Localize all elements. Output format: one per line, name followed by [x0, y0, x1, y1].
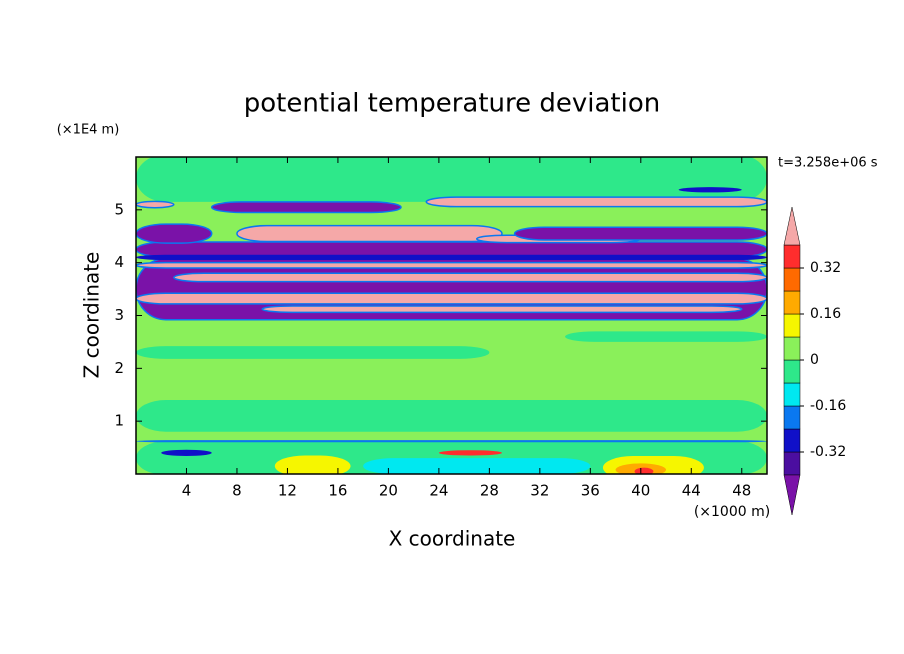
colorbar-box — [783, 382, 801, 407]
contour-region — [513, 226, 767, 241]
x-tick-label: 32 — [530, 482, 549, 500]
contour-region — [136, 223, 213, 244]
x-unit: (×1000 m) — [694, 504, 770, 520]
colorbar-tick-label: 0.32 — [810, 260, 841, 276]
contour-region — [261, 305, 743, 314]
colorbar-box — [783, 428, 801, 453]
y-tick-label: 5 — [114, 200, 124, 218]
contour-field — [136, 157, 767, 474]
x-tick-label: 4 — [182, 482, 192, 500]
contour-region — [136, 200, 175, 209]
x-axis-label: X coordinate — [389, 527, 516, 551]
time-label: t=3.258e+06 s — [778, 156, 878, 171]
colorbar-box — [783, 290, 801, 315]
y-axis-label: Z coordinate — [80, 252, 104, 379]
contour-region — [161, 449, 212, 457]
contour-region — [634, 467, 654, 474]
x-tick-label: 24 — [429, 482, 448, 500]
colorbar-box — [783, 336, 801, 361]
contour-region — [136, 440, 767, 443]
y-unit: (×1E4 m) — [57, 123, 120, 138]
contour-region — [210, 201, 402, 214]
colorbar-box — [783, 313, 801, 338]
contour-region — [438, 450, 502, 456]
colorbar-under — [783, 474, 801, 516]
colorbar-box — [783, 267, 801, 292]
x-tick-label: 44 — [682, 482, 701, 500]
contour-region — [136, 292, 767, 305]
contour-region — [136, 254, 767, 261]
y-tick-label: 3 — [114, 306, 124, 324]
contour-region — [236, 224, 503, 243]
contour-region — [363, 458, 591, 474]
x-tick-label: 12 — [278, 482, 297, 500]
contour-region — [136, 157, 767, 202]
y-tick-label: 2 — [114, 359, 124, 377]
x-tick-label: 28 — [480, 482, 499, 500]
colorbar-box — [783, 451, 801, 476]
x-tick-label: 48 — [732, 482, 751, 500]
x-tick-label: 36 — [581, 482, 600, 500]
contour-region — [565, 331, 767, 342]
chart-title: potential temperature deviation — [244, 89, 660, 119]
colorbar-tick-label: 0.16 — [810, 306, 841, 322]
contour-region — [136, 346, 490, 359]
contour-region — [136, 241, 767, 258]
x-tick-label: 20 — [379, 482, 398, 500]
colorbar-box — [783, 244, 801, 269]
colorbar-over — [783, 206, 801, 246]
x-tick-label: 16 — [328, 482, 347, 500]
contour-region — [678, 187, 742, 193]
colorbar-tick-label: 0 — [810, 352, 819, 368]
colorbar-tick-label: -0.32 — [810, 444, 846, 460]
contour-region — [136, 400, 767, 432]
x-tick-label: 40 — [631, 482, 650, 500]
x-tick-label: 8 — [232, 482, 242, 500]
colorbar-tick-label: -0.16 — [810, 398, 846, 414]
contour-region — [274, 455, 351, 474]
colorbar-box — [783, 405, 801, 430]
y-tick-label: 1 — [114, 412, 124, 430]
axes: 4 8 12 16 20 24 28 32 36 40 44 4812345-0.32-0.1600.… — [114, 156, 846, 516]
contour-region — [173, 272, 767, 283]
contour-region — [425, 196, 767, 208]
colorbar-box — [783, 359, 801, 384]
contour-region — [136, 261, 767, 269]
y-tick-label: 4 — [114, 253, 124, 271]
